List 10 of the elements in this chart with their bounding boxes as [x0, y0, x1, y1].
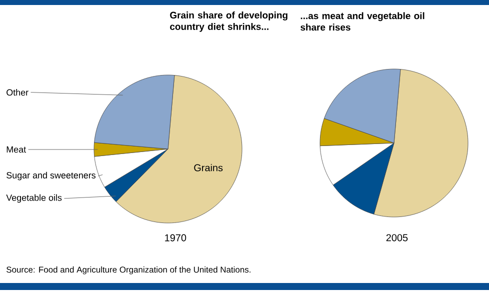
text: 2005 [386, 234, 408, 242]
chart-title: ...as meat and vegetable oil share rises [300, 12, 424, 31]
slice-label: Sugar and sweeteners [6, 172, 96, 180]
source-note: Source: Food and Agriculture Organization of the United Nations. [6, 266, 250, 274]
slice-label: Meat [6, 146, 26, 153]
slice-label: Vegetable oils [6, 194, 62, 203]
chart-title: Grain share of developing country diet shrinks... [170, 12, 288, 32]
text: 1970 [165, 234, 186, 242]
slice-label: Grains [194, 164, 223, 172]
slice-label: Other [6, 89, 28, 96]
